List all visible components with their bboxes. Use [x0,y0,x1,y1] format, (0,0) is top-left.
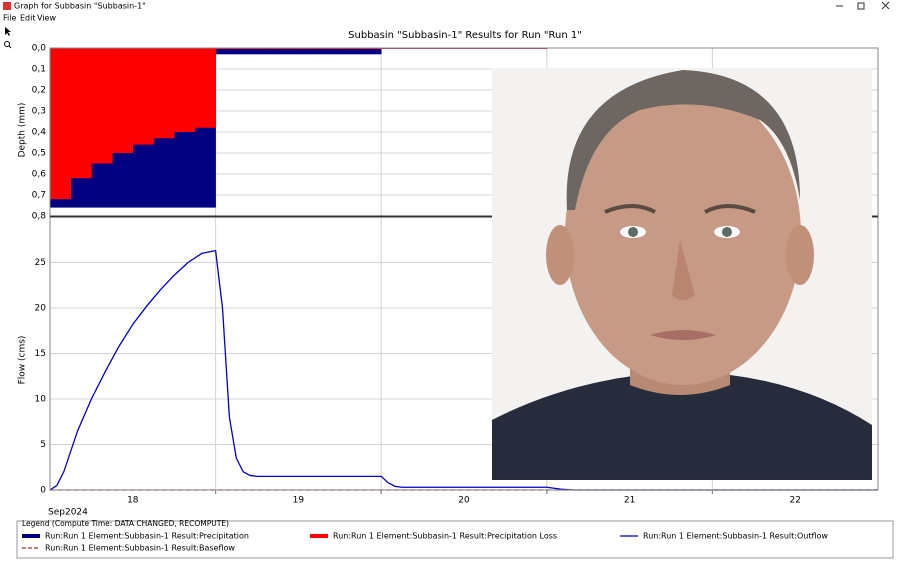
photo-shirt [492,375,872,480]
menu-view[interactable]: View [37,14,56,23]
photo-overlay [492,68,872,480]
x-tick-label: 22 [789,496,800,506]
window-title: Graph for Subbasin "Subbasin-1" [14,2,146,11]
legend-box [16,520,894,559]
bar [153,48,175,139]
bar [236,48,258,50]
bar [236,48,258,55]
y-tick-label: 0,0 [32,44,47,54]
legend-entry: Run:Run 1 Element:Subbasin-1 Result:Prec… [333,532,557,541]
bar [360,48,382,55]
y-tick-label: 20 [35,304,47,314]
x-tick-label: 18 [127,496,139,506]
y-tick-label: 15 [35,349,46,359]
bar [257,48,278,50]
menu-edit[interactable]: Edit [20,14,36,23]
bottom-y-axis-label: Flow (cms) [18,336,28,385]
photo-ear-left [546,225,574,285]
photo-nose [672,240,695,300]
bar [339,48,361,50]
y-tick-label: 0,5 [32,149,46,159]
legend-entry: Run:Run 1 Element:Subbasin-1 Result:Prec… [45,532,249,541]
photo-hair [566,70,800,210]
photo-brows [604,204,756,214]
bar [277,48,299,50]
zoom-tool[interactable] [4,41,10,47]
bar [194,48,216,128]
bar [112,48,134,153]
bar [215,48,237,50]
photo-ear-right [786,225,814,285]
legend-title: Legend (Compute Time: DATA CHANGED, RECO… [22,519,229,528]
y-tick-label: 5 [40,440,46,450]
y-tick-label: 0,4 [32,128,47,138]
bar [91,48,113,164]
chart-title: Subbasin "Subbasin-1" Results for Run "R… [348,30,582,41]
y-tick-label: 0,1 [32,65,46,75]
pointer-tool[interactable] [5,27,11,36]
top-y-axis-label: Depth (mm) [18,103,28,158]
menu-file[interactable]: File [3,14,16,23]
bar [257,48,278,55]
y-tick-label: 25 [35,258,46,268]
y-tick-label: 10 [35,395,47,405]
maximize-button[interactable] [857,2,865,10]
bar [50,48,71,200]
y-tick-label: 0,7 [32,191,46,201]
y-tick-label: 0,3 [32,107,46,117]
close-button[interactable] [881,1,890,10]
legend-entry: Run:Run 1 Element:Subbasin-1 Result:Outf… [643,532,828,541]
x-axis-date-label: Sep2024 [48,508,88,518]
x-tick-label: 21 [624,496,635,506]
y-tick-label: 0,8 [32,212,47,222]
bar [215,48,237,55]
y-tick-label: 0,6 [32,170,47,180]
bar [298,48,320,55]
bar [70,48,92,179]
x-tick-label: 19 [293,496,305,506]
y-tick-label: 0,2 [32,86,46,96]
bar [174,48,196,132]
app-icon [3,2,11,10]
bar [319,48,341,55]
photo-iris-right [722,227,732,237]
line-series [49,249,878,491]
bar [277,48,299,55]
bar [319,48,341,50]
photo-iris-left [628,227,638,237]
bar [132,48,154,145]
legend-entry: Run:Run 1 Element:Subbasin-1 Result:Base… [45,544,235,553]
bar [339,48,361,55]
bar [360,48,382,50]
photo-mouth [650,330,716,340]
x-tick-label: 20 [458,496,470,506]
y-tick-label: 0 [40,486,46,496]
photo-face [565,85,801,385]
bar [298,48,320,50]
zoom-tool-handle [8,45,12,49]
